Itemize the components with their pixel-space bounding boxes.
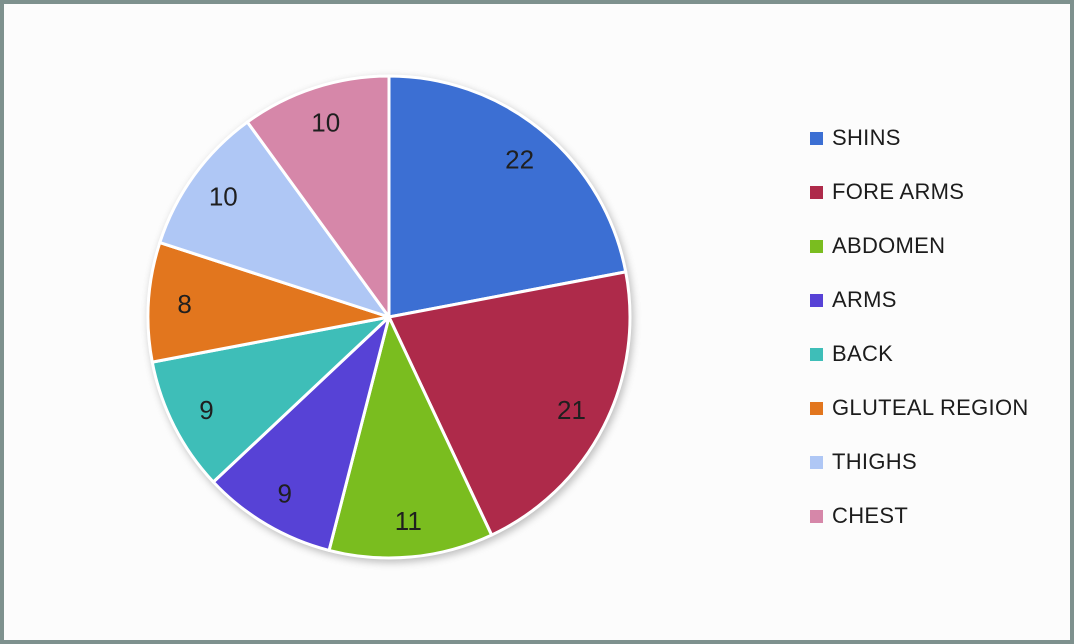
pie-slice-abdomen [327, 315, 494, 560]
legend-item-chest: CHEST [810, 502, 1029, 530]
legend-swatch-shins [810, 131, 823, 145]
legend-item-arms: ARMS [810, 286, 1029, 314]
pie-slice-arms [211, 315, 391, 552]
pie-slice-shins [387, 74, 628, 319]
legend-label-arms: ARMS [832, 287, 897, 312]
legend-label-fore-arms: FORE ARMS [832, 179, 965, 204]
legend-item-fore-arms: FORE ARMS [810, 178, 1029, 206]
slice-value-label-back: 9 [199, 395, 213, 425]
legend-item-gluteal-region: GLUTEAL REGION [810, 394, 1029, 422]
pie-slice-back [150, 315, 391, 484]
pie-slice-fore-arms [387, 270, 632, 537]
legend-swatch-chest [810, 509, 823, 523]
pie-chart: 22 21 11 9 9 8 10 10 [146, 74, 632, 560]
pie-slice-chest [245, 74, 391, 319]
legend-item-shins: SHINS [810, 124, 1029, 152]
legend-item-thighs: THIGHS [810, 448, 1029, 476]
pie-slices-group: 22 21 11 9 9 8 10 10 [146, 74, 632, 560]
pie-slice-gluteal-region [146, 241, 391, 364]
slice-value-label-shins: 22 [505, 144, 534, 174]
legend-item-back: BACK [810, 340, 1029, 368]
legend-swatch-arms [810, 293, 823, 307]
legend-label-gluteal-region: GLUTEAL REGION [832, 395, 1029, 420]
legend-swatch-thighs [810, 455, 823, 469]
slice-value-label-fore-arms: 21 [557, 395, 586, 425]
slice-value-label-arms: 9 [277, 478, 291, 508]
legend-label-shins: SHINS [832, 125, 901, 150]
legend-label-chest: CHEST [832, 503, 909, 528]
legend: SHINS FORE ARMS ABDOMEN ARMS BACK GLUTEA… [810, 124, 1029, 530]
legend-swatch-fore-arms [810, 185, 823, 199]
slice-value-label-gluteal-region: 8 [177, 289, 191, 319]
slice-value-label-chest: 10 [311, 107, 340, 137]
slice-value-label-thighs: 10 [209, 182, 238, 212]
legend-item-abdomen: ABDOMEN [810, 232, 1029, 260]
pie-slice-thighs [158, 120, 391, 319]
legend-label-abdomen: ABDOMEN [832, 233, 946, 258]
slice-value-label-abdomen: 11 [395, 506, 422, 536]
legend-swatch-back [810, 347, 823, 361]
legend-label-back: BACK [832, 341, 894, 366]
legend-swatch-abdomen [810, 239, 823, 253]
legend-label-thighs: THIGHS [832, 449, 917, 474]
legend-swatch-gluteal-region [810, 401, 823, 415]
